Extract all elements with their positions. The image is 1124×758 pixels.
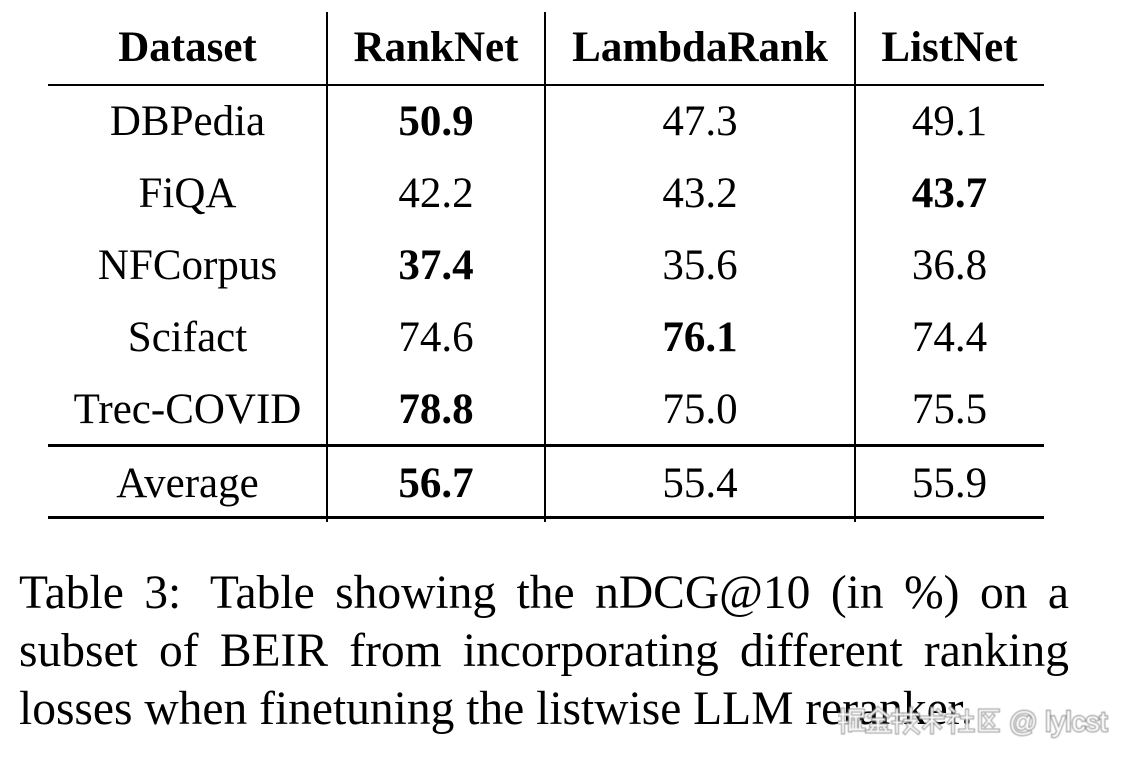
svg-text:@ lylcst: @ lylcst xyxy=(1009,706,1108,737)
